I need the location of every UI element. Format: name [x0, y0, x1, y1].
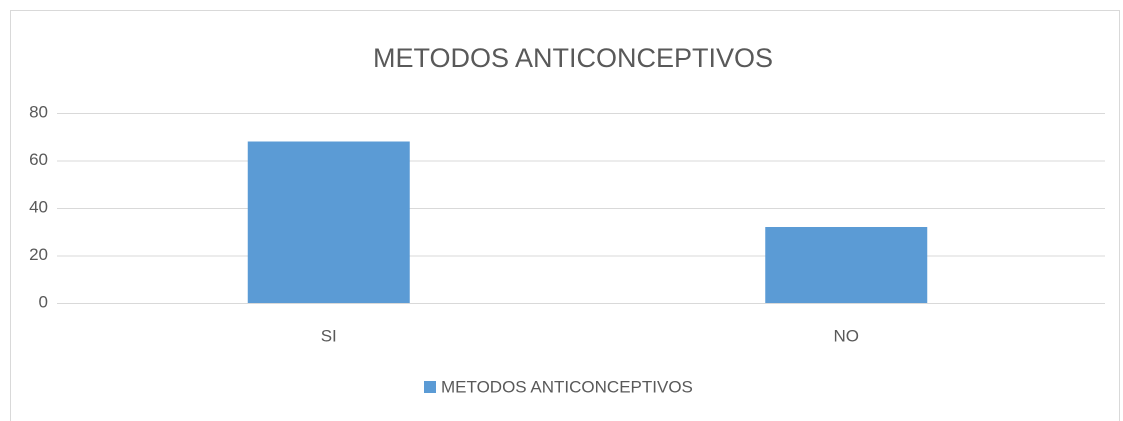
y-tick-label: 20 [29, 245, 48, 264]
chart-frame [10, 10, 1120, 421]
legend-label: METODOS ANTICONCEPTIVOS [441, 377, 693, 396]
bar [765, 227, 928, 303]
y-tick-label: 0 [39, 292, 48, 311]
y-tick-label: 60 [29, 150, 48, 169]
y-tick-label: 80 [29, 102, 48, 121]
y-tick-label: 40 [29, 197, 48, 216]
chart-title: METODOS ANTICONCEPTIVOS [373, 43, 773, 73]
x-tick-label: SI [321, 326, 337, 345]
bar [247, 141, 410, 303]
legend-swatch [424, 381, 436, 393]
x-tick-label: NO [834, 326, 860, 345]
